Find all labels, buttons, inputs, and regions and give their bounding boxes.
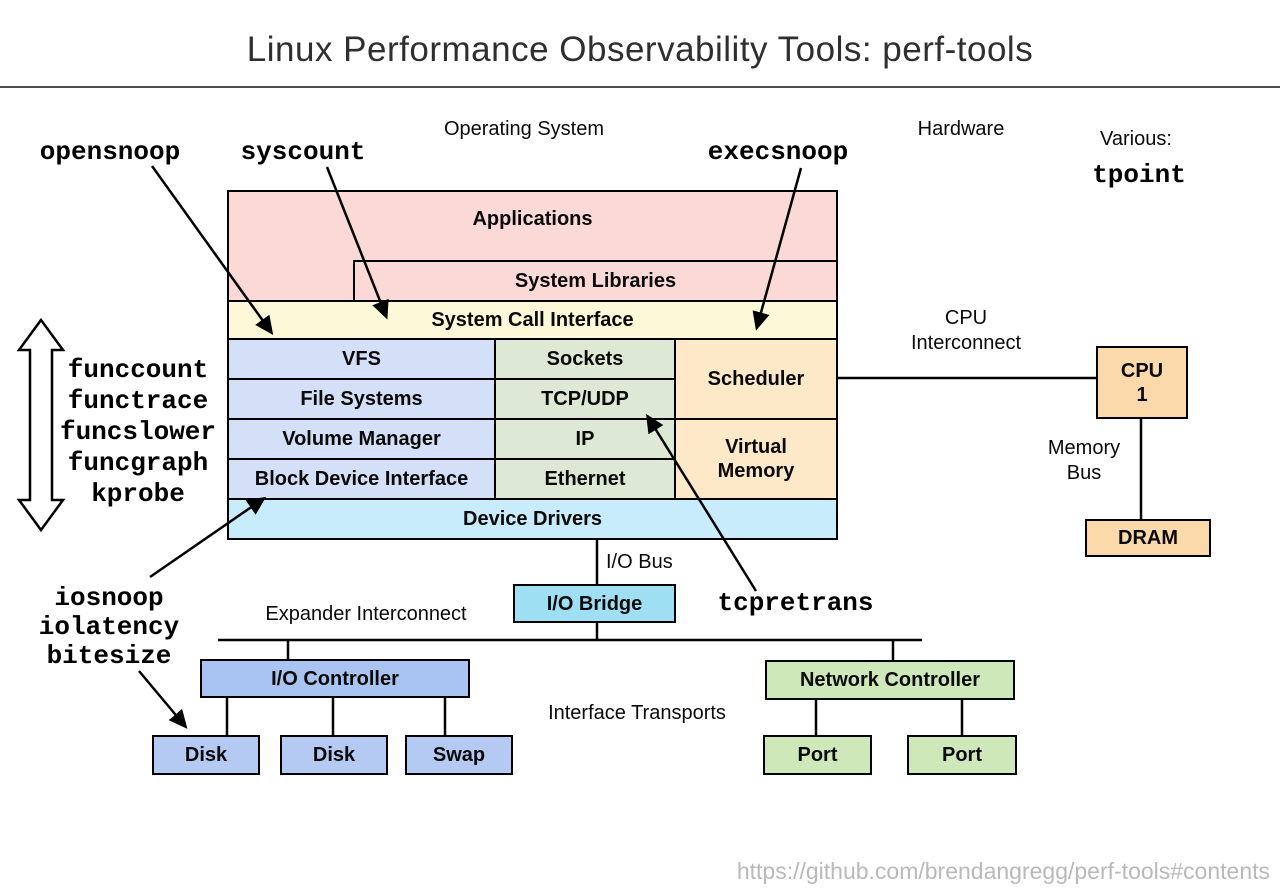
tool-funccount: funccount	[67, 355, 209, 385]
interface-transports-label: Interface Transports	[548, 702, 726, 724]
title-divider	[0, 86, 1280, 88]
virtual-memory-label: Virtual Memory	[717, 436, 795, 482]
tool-iosnoop: iosnoop	[54, 583, 164, 613]
disk-box-1: Disk	[152, 735, 260, 775]
system-libraries-label: System Libraries	[514, 270, 677, 292]
device-drivers-label: Device Drivers	[463, 508, 602, 530]
io-controller-label: I/O Controller	[271, 667, 399, 690]
network-controller-label: Network Controller	[799, 669, 981, 691]
port-box-1: Port	[763, 735, 872, 775]
applications-label: Applications	[472, 208, 593, 230]
disk-box-2: Disk	[280, 735, 388, 775]
hardware-label: Hardware	[917, 118, 1005, 140]
tool-functrace: functrace	[67, 386, 209, 416]
tool-kprobe: kprobe	[91, 479, 185, 509]
disk-label-1: Disk	[184, 744, 228, 766]
tool-syscount: syscount	[240, 137, 366, 167]
block-device-interface-label: Block Device Interface	[254, 468, 469, 490]
io-bridge-box: I/O Bridge	[513, 584, 676, 623]
ethernet-label: Ethernet	[544, 468, 626, 490]
file-systems-label: File Systems	[300, 388, 423, 410]
tool-funcgraph: funcgraph	[67, 448, 209, 478]
cpu-interconnect-label: CPU Interconnect	[910, 307, 1022, 354]
scheduler-box: Scheduler	[674, 338, 838, 420]
tool-iolatency: iolatency	[38, 612, 180, 642]
swap-box: Swap	[405, 735, 513, 775]
source-url-link[interactable]: https://github.com/brendangregg/perf-too…	[736, 858, 1270, 884]
cpu-number-label: 1	[1136, 383, 1148, 406]
device-drivers-box: Device Drivers	[227, 498, 838, 540]
dram-box: DRAM	[1085, 519, 1211, 557]
operating-system-label: Operating System	[443, 118, 605, 140]
vfs-label: VFS	[342, 348, 381, 370]
ip-box: IP	[494, 418, 676, 460]
tool-bitesize: bitesize	[46, 641, 172, 671]
tool-opensnoop: opensnoop	[39, 137, 181, 167]
system-libraries-box: System Libraries	[353, 260, 838, 302]
tcp-udp-label: TCP/UDP	[541, 388, 629, 410]
port-label-1: Port	[797, 744, 838, 766]
volume-manager-box: Volume Manager	[227, 418, 496, 460]
sockets-box: Sockets	[494, 338, 676, 380]
dram-label: DRAM	[1118, 527, 1178, 549]
ethernet-box: Ethernet	[494, 458, 676, 500]
func-tools-list: funccount functrace funcslower funcgraph…	[28, 355, 248, 510]
page-title: Linux Performance Observability Tools: p…	[246, 30, 1034, 69]
cpu-box: CPU 1	[1096, 346, 1188, 419]
swap-label: Swap	[432, 744, 486, 766]
block-device-interface-box: Block Device Interface	[227, 458, 496, 500]
tool-tpoint: tpoint	[1092, 160, 1186, 190]
tool-execsnoop: execsnoop	[707, 137, 849, 167]
various-label: Various:	[1100, 128, 1172, 150]
volume-manager-label: Volume Manager	[282, 428, 441, 450]
bitesize-arrow	[138, 670, 188, 729]
tool-funcslower: funcslower	[59, 417, 217, 447]
tcp-udp-box: TCP/UDP	[494, 378, 676, 420]
network-controller-box: Network Controller	[765, 660, 1015, 700]
system-call-interface-label: System Call Interface	[431, 309, 634, 331]
io-bridge-label: I/O Bridge	[546, 592, 643, 615]
disk-label-2: Disk	[312, 744, 356, 766]
system-call-interface-box: System Call Interface	[227, 300, 838, 340]
sockets-label: Sockets	[546, 348, 624, 370]
memory-bus-label: Memory Bus	[1047, 437, 1121, 484]
io-bus-label: I/O Bus	[606, 551, 673, 573]
io-tools-list: iosnoop iolatency bitesize	[14, 584, 204, 671]
vfs-box: VFS	[227, 338, 496, 380]
scheduler-label: Scheduler	[707, 368, 805, 390]
virtual-memory-box: Virtual Memory	[674, 418, 838, 500]
port-box-2: Port	[907, 735, 1017, 775]
port-label-2: Port	[942, 744, 982, 766]
expander-interconnect-label: Expander Interconnect	[265, 603, 467, 625]
io-controller-box: I/O Controller	[200, 659, 470, 698]
cpu-label: CPU	[1120, 359, 1164, 382]
file-systems-box: File Systems	[227, 378, 496, 420]
tool-tcpretrans: tcpretrans	[717, 588, 874, 618]
ip-label: IP	[575, 428, 595, 450]
